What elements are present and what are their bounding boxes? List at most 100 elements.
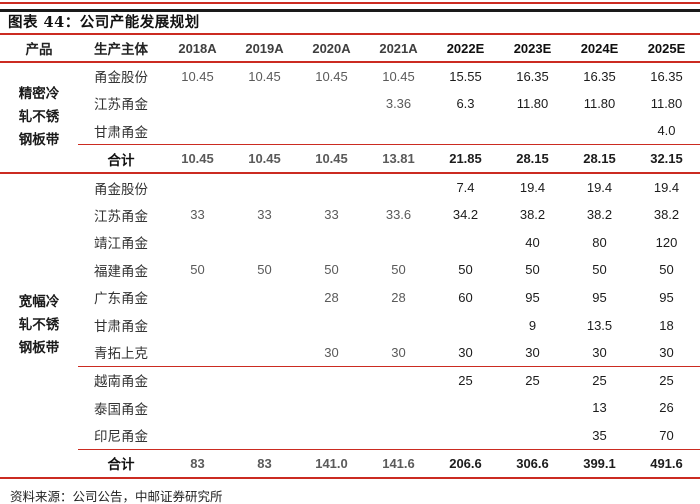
value-cell: 50 bbox=[592, 262, 607, 278]
value-cell: 491.6 bbox=[633, 448, 700, 479]
value-cell: 50 bbox=[391, 262, 406, 278]
value-cell bbox=[566, 117, 633, 145]
value-cell bbox=[298, 117, 365, 145]
value-cell bbox=[432, 228, 499, 256]
value-cell: 28.15 bbox=[566, 144, 633, 175]
value-cell: 4.0 bbox=[657, 123, 676, 139]
subtotal-label: 合计 bbox=[78, 448, 164, 479]
product-group-cell: 精密冷轧不锈钢板带 bbox=[0, 62, 78, 175]
value-cell: 30 bbox=[391, 344, 406, 360]
value-cell: 15.55 bbox=[449, 68, 482, 84]
value-cell: 35 bbox=[592, 427, 607, 443]
value-cell: 50 bbox=[659, 262, 674, 278]
value-cell bbox=[231, 422, 298, 450]
value-cell bbox=[432, 422, 499, 450]
entity-cell: 甬金股份 bbox=[94, 70, 148, 87]
value-cell: 16.35 bbox=[583, 68, 616, 84]
product-header: 产品 bbox=[0, 34, 78, 63]
value-cell: 38.2 bbox=[519, 207, 546, 223]
value-cell: 306.6 bbox=[499, 448, 566, 479]
value-cell: 11.80 bbox=[650, 95, 683, 111]
product-group-label: 精密冷轧不锈钢板带 bbox=[18, 86, 60, 149]
year-header: 2023E bbox=[499, 34, 566, 63]
value-cell: 10.45 bbox=[181, 68, 214, 84]
value-cell: 33 bbox=[324, 207, 339, 223]
value-cell bbox=[164, 173, 231, 201]
header-row: 产品 生产主体 2018A 2019A 2020A 2021A 2022E 2023E 20… bbox=[0, 34, 700, 63]
value-cell bbox=[231, 90, 298, 118]
entity-cell: 靖江甬金 bbox=[94, 236, 148, 253]
value-cell: 95 bbox=[592, 289, 607, 305]
year-header: 2021A bbox=[365, 34, 432, 63]
value-cell bbox=[164, 228, 231, 256]
table-row: 泰国甬金 13 26 bbox=[0, 394, 700, 422]
value-cell bbox=[164, 117, 231, 145]
value-cell: 40 bbox=[525, 234, 540, 250]
value-cell: 30 bbox=[525, 344, 540, 360]
value-cell: 38.2 bbox=[586, 207, 613, 223]
figure-title: 图表 44：公司产能发展规划 bbox=[8, 14, 200, 31]
value-cell: 60 bbox=[458, 289, 473, 305]
value-cell: 26 bbox=[659, 400, 674, 416]
subtotal-row: 合计 10.45 10.45 10.45 13.81 21.85 28.15 28.15 32.… bbox=[0, 144, 700, 175]
year-header: 2019A bbox=[231, 34, 298, 63]
value-cell bbox=[365, 311, 432, 339]
value-cell bbox=[231, 284, 298, 312]
top-red-rule bbox=[0, 2, 700, 4]
table-row: 广东甬金 28 28 60 95 95 95 bbox=[0, 284, 700, 312]
table-row: 越南甬金 25 25 25 25 bbox=[0, 365, 700, 395]
value-cell bbox=[298, 90, 365, 118]
entity-header: 生产主体 bbox=[78, 34, 164, 63]
value-cell bbox=[298, 228, 365, 256]
value-cell bbox=[499, 394, 566, 422]
value-cell: 50 bbox=[525, 262, 540, 278]
value-cell: 33 bbox=[190, 207, 205, 223]
entity-cell: 江苏甬金 bbox=[94, 208, 148, 225]
value-cell: 32.15 bbox=[633, 144, 700, 175]
value-cell: 6.3 bbox=[456, 95, 475, 111]
value-cell: 70 bbox=[659, 427, 674, 443]
value-cell bbox=[298, 173, 365, 201]
value-cell bbox=[298, 394, 365, 422]
table-row: 宽幅冷轧不锈钢板带 甬金股份 7.4 19.4 19.4 19.4 bbox=[0, 173, 700, 479]
table-row: 甘肃甬金 9 13.5 18 bbox=[0, 311, 700, 339]
value-cell bbox=[164, 365, 231, 395]
entity-cell: 青拓上克 bbox=[94, 346, 148, 363]
value-cell: 50 bbox=[257, 262, 272, 278]
value-cell bbox=[365, 173, 432, 201]
table-row: 江苏甬金 33 33 33 33.6 34.2 38.2 38.2 38.2 bbox=[0, 201, 700, 229]
entity-cell: 甬金股份 bbox=[94, 181, 148, 198]
value-cell: 34.2 bbox=[452, 207, 479, 223]
value-cell: 21.85 bbox=[432, 144, 499, 175]
capacity-table: 产品 生产主体 2018A 2019A 2020A 2021A 2022E 2023E 20… bbox=[0, 33, 700, 479]
entity-cell: 甘肃甬金 bbox=[94, 319, 148, 336]
value-cell: 10.45 bbox=[164, 144, 231, 175]
value-cell bbox=[365, 422, 432, 450]
product-group-label: 宽幅冷轧不锈钢板带 bbox=[18, 294, 60, 356]
value-cell: 50 bbox=[190, 262, 205, 278]
value-cell: 30 bbox=[592, 344, 607, 360]
value-cell: 19.4 bbox=[653, 180, 680, 196]
value-cell bbox=[164, 284, 231, 312]
value-cell: 33.6 bbox=[385, 207, 412, 223]
value-cell bbox=[164, 422, 231, 450]
table-body: 精密冷轧不锈钢板带 甬金股份 10.45 10.45 10.45 10.45 15.55 16… bbox=[0, 62, 700, 479]
value-cell bbox=[164, 311, 231, 339]
value-cell: 10.45 bbox=[231, 144, 298, 175]
value-cell: 50 bbox=[324, 262, 339, 278]
value-cell: 95 bbox=[659, 289, 674, 305]
value-cell: 19.4 bbox=[519, 180, 546, 196]
value-cell: 95 bbox=[525, 289, 540, 305]
value-cell: 28 bbox=[324, 289, 339, 305]
value-cell: 28 bbox=[391, 289, 406, 305]
value-cell: 38.2 bbox=[653, 207, 680, 223]
value-cell: 80 bbox=[592, 234, 607, 250]
product-group-cell: 宽幅冷轧不锈钢板带 bbox=[0, 173, 78, 479]
value-cell: 83 bbox=[164, 448, 231, 479]
table-row: 甘肃甬金 4.0 bbox=[0, 117, 700, 145]
value-cell: 120 bbox=[655, 234, 678, 250]
value-cell: 30 bbox=[324, 344, 339, 360]
value-cell bbox=[164, 339, 231, 367]
table-row: 印尼甬金 35 70 bbox=[0, 422, 700, 450]
